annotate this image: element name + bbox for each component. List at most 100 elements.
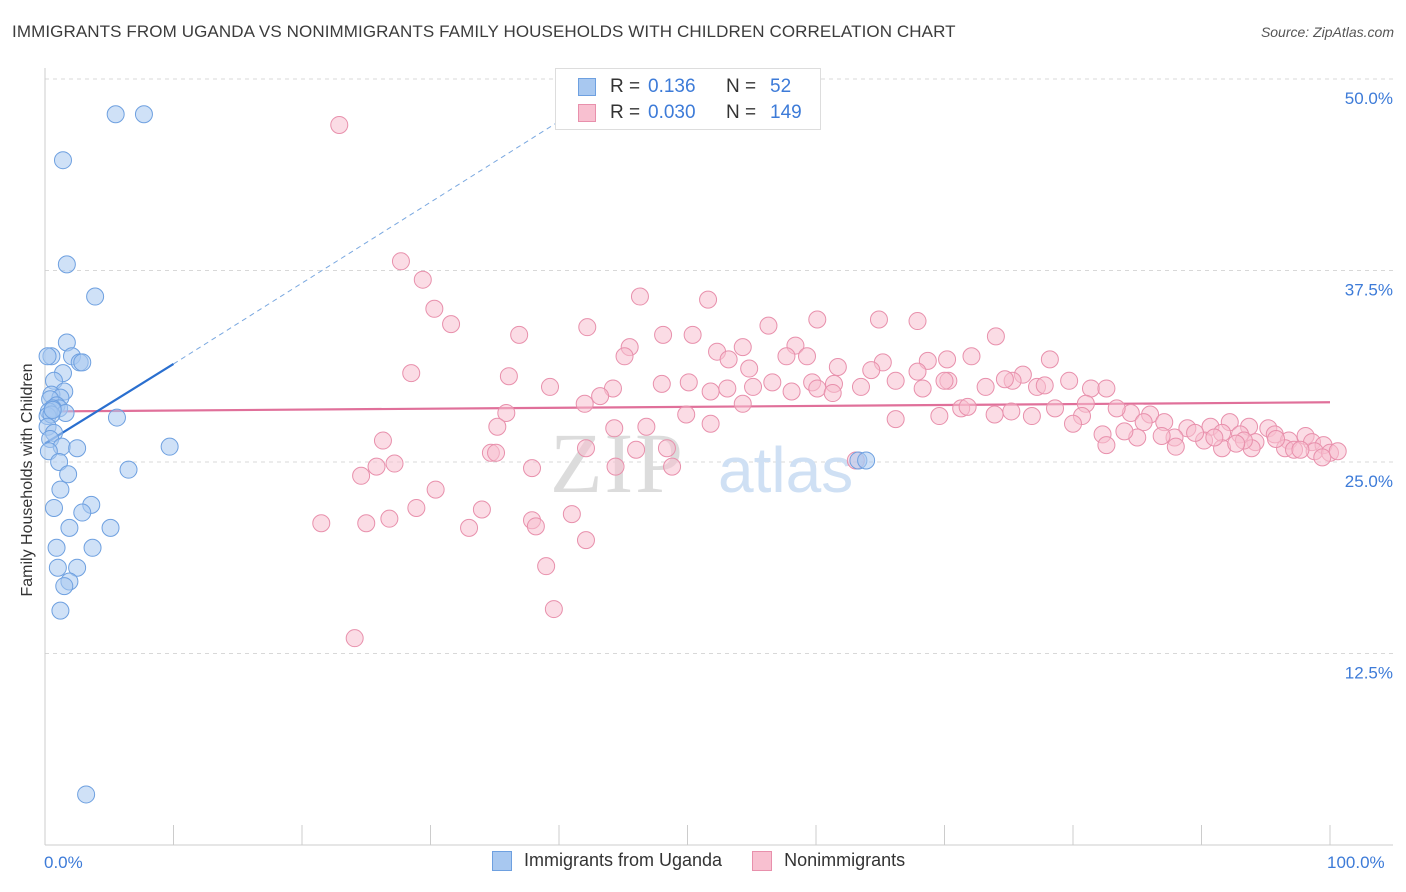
uganda-point	[51, 601, 70, 620]
nonimmigrants-point	[407, 498, 426, 517]
nonimmigrants-point	[1227, 434, 1246, 453]
legend-n-label: N =	[726, 76, 757, 97]
nonimmigrants-point	[886, 410, 905, 429]
nonimmigrants-point	[1081, 379, 1100, 398]
uganda-point	[83, 538, 102, 557]
nonimmigrants-point	[699, 290, 718, 309]
legend-swatch-uganda	[578, 78, 596, 96]
uganda-point	[77, 785, 96, 804]
uganda-point	[857, 451, 876, 470]
legend-row-uganda: R = 0.136 N = 52	[578, 74, 791, 100]
legend-n-label: N =	[726, 102, 757, 123]
uganda-point	[51, 480, 70, 499]
nonimmigrants-point	[544, 600, 563, 619]
uganda-point	[73, 503, 92, 522]
nonimmigrants-point	[615, 347, 634, 366]
x-tick-label-min: 0.0%	[44, 853, 83, 872]
uganda-point	[68, 439, 87, 458]
uganda-point	[59, 465, 78, 484]
uganda-point	[68, 558, 87, 577]
nonimmigrants-point	[828, 358, 847, 377]
nonimmigrants-point	[1035, 376, 1054, 395]
uganda-point	[55, 577, 74, 596]
legend-item-nonimmigrants[interactable]: Nonimmigrants	[752, 850, 905, 871]
nonimmigrants-point	[345, 629, 364, 648]
trend-lines	[44, 116, 1331, 445]
legend-swatch-nonimmigrants	[752, 850, 773, 871]
x-tick-label-max: 100.0%	[1327, 853, 1385, 872]
legend-label-nonimmigrants: Nonimmigrants	[784, 850, 906, 870]
nonimmigrants-point	[719, 350, 738, 369]
nonimmigrants-point	[391, 252, 410, 271]
nonimmigrants-point	[958, 397, 977, 416]
uganda-point	[48, 558, 67, 577]
nonimmigrants-point	[862, 361, 881, 380]
source-credit: Source: ZipAtlas.com	[1260, 24, 1394, 40]
nonimmigrants-point	[679, 373, 698, 392]
nonimmigrants-point	[576, 531, 595, 550]
nonimmigrants-point	[426, 480, 445, 499]
nonimmigrants-point	[472, 500, 491, 519]
legend-item-uganda[interactable]: Immigrants from Uganda	[492, 850, 722, 871]
nonimmigrants-point	[652, 374, 671, 393]
legend-n-value: 149	[770, 102, 802, 123]
nonimmigrants-point	[1291, 440, 1310, 459]
nonimmigrants-point	[541, 377, 560, 396]
nonimmigrants-point	[733, 394, 752, 413]
nonimmigrants-point	[823, 384, 842, 403]
nonimmigrants-point	[985, 405, 1004, 424]
nonimmigrants-point	[367, 457, 386, 476]
legend-row-nonimmigrants: R = 0.030 N = 149	[578, 100, 802, 126]
nonimmigrants-point	[986, 327, 1005, 346]
legend-label-uganda: Immigrants from Uganda	[524, 850, 723, 870]
nonimmigrants-point	[1267, 430, 1286, 449]
nonimmigrants-point	[1313, 448, 1332, 467]
nonimmigrants-point	[630, 287, 649, 306]
uganda-point	[160, 437, 179, 456]
nonimmigrants-point	[938, 350, 957, 369]
nonimmigrants-point	[683, 325, 702, 344]
nonimmigrants-point	[744, 377, 763, 396]
nonimmigrants-point	[1002, 402, 1021, 421]
nonimmigrants-point	[497, 403, 516, 422]
nonimmigrants-point	[663, 457, 682, 476]
uganda-point	[43, 400, 62, 419]
nonimmigrants-point	[763, 373, 782, 392]
nonimmigrants-point	[869, 310, 888, 329]
nonimmigrants-point	[740, 359, 759, 378]
nonimmigrants-point	[908, 362, 927, 381]
uganda-point	[106, 105, 125, 124]
uganda-point	[119, 460, 138, 479]
legend-r-value: 0.030	[648, 102, 696, 123]
nonimmigrants-point	[606, 457, 625, 476]
nonimmigrants-point	[1166, 437, 1185, 456]
nonimmigrants-point	[677, 405, 696, 424]
nonimmigrants-point	[425, 299, 444, 318]
nonimmigrants-point	[733, 338, 752, 357]
nonimmigrants-point	[1046, 399, 1065, 418]
legend-r-label: R =	[610, 102, 641, 123]
nonimmigrants-point	[1064, 414, 1082, 433]
nonimmigrants-point	[591, 387, 610, 406]
nonimmigrants-point	[413, 270, 432, 289]
nonimmigrants-point	[330, 115, 349, 134]
nonimmigrants-point	[976, 377, 995, 396]
y-tick-labels: 12.5% 25.0% 37.5% 50.0%	[1345, 89, 1393, 683]
nonimmigrants-point	[488, 417, 507, 436]
nonimmigrants-point	[1097, 379, 1116, 398]
nonimmigrants-point	[637, 417, 656, 436]
nonimmigrants-point	[537, 557, 556, 576]
y-tick-label: 25.0%	[1345, 472, 1393, 491]
correlation-legend: R = 0.136 N = 52 R = 0.030 N = 149	[555, 68, 821, 130]
uganda-point	[53, 151, 72, 170]
nonimmigrants-point	[782, 382, 801, 401]
nonimmigrants-point	[605, 419, 624, 438]
nonimmigrants-point	[995, 370, 1014, 389]
nonimmigrants-point	[701, 414, 720, 433]
nonimmigrants-point	[562, 505, 581, 524]
nonimmigrants-point	[1205, 428, 1224, 447]
legend-r-label: R =	[610, 76, 641, 97]
nonimmigrants-point	[1186, 423, 1205, 442]
y-axis-label-wrap: Family Households with Children	[16, 320, 40, 640]
nonimmigrants-point	[913, 379, 932, 398]
